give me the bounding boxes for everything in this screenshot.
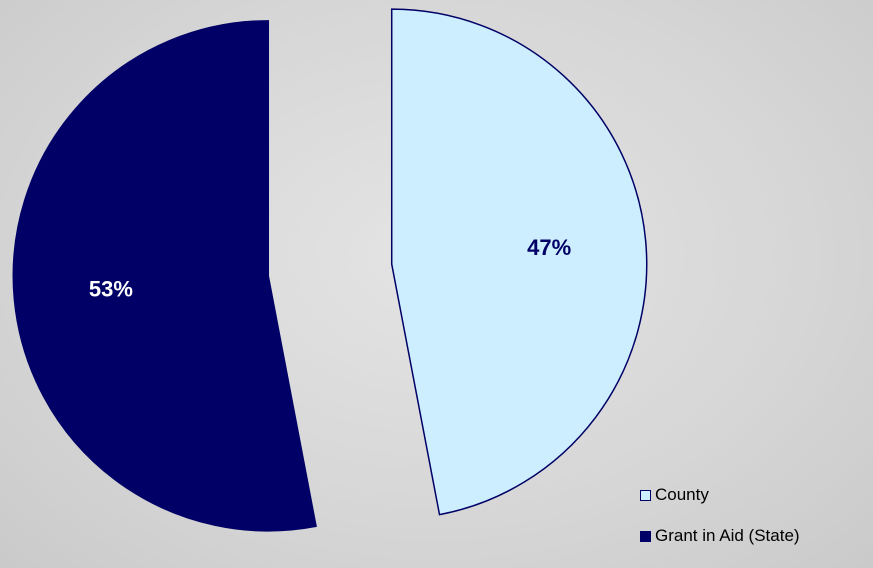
legend-item-grant-in-aid: Grant in Aid (State): [640, 525, 800, 547]
data-label-county: 47%: [527, 235, 571, 260]
chart-legend: County Grant in Aid (State): [640, 484, 800, 566]
data-label-grant-in-aid-state: 53%: [89, 277, 133, 302]
pie-slice-county: [390, 8, 648, 516]
legend-swatch-grant-in-aid: [640, 530, 651, 542]
pie-slice-grant-in-aid-state: [12, 20, 317, 532]
legend-item-county: County: [640, 484, 800, 506]
legend-label-grant-in-aid: Grant in Aid (State): [655, 526, 800, 545]
legend-swatch-county: [640, 489, 651, 501]
legend-label-county: County: [655, 485, 709, 504]
